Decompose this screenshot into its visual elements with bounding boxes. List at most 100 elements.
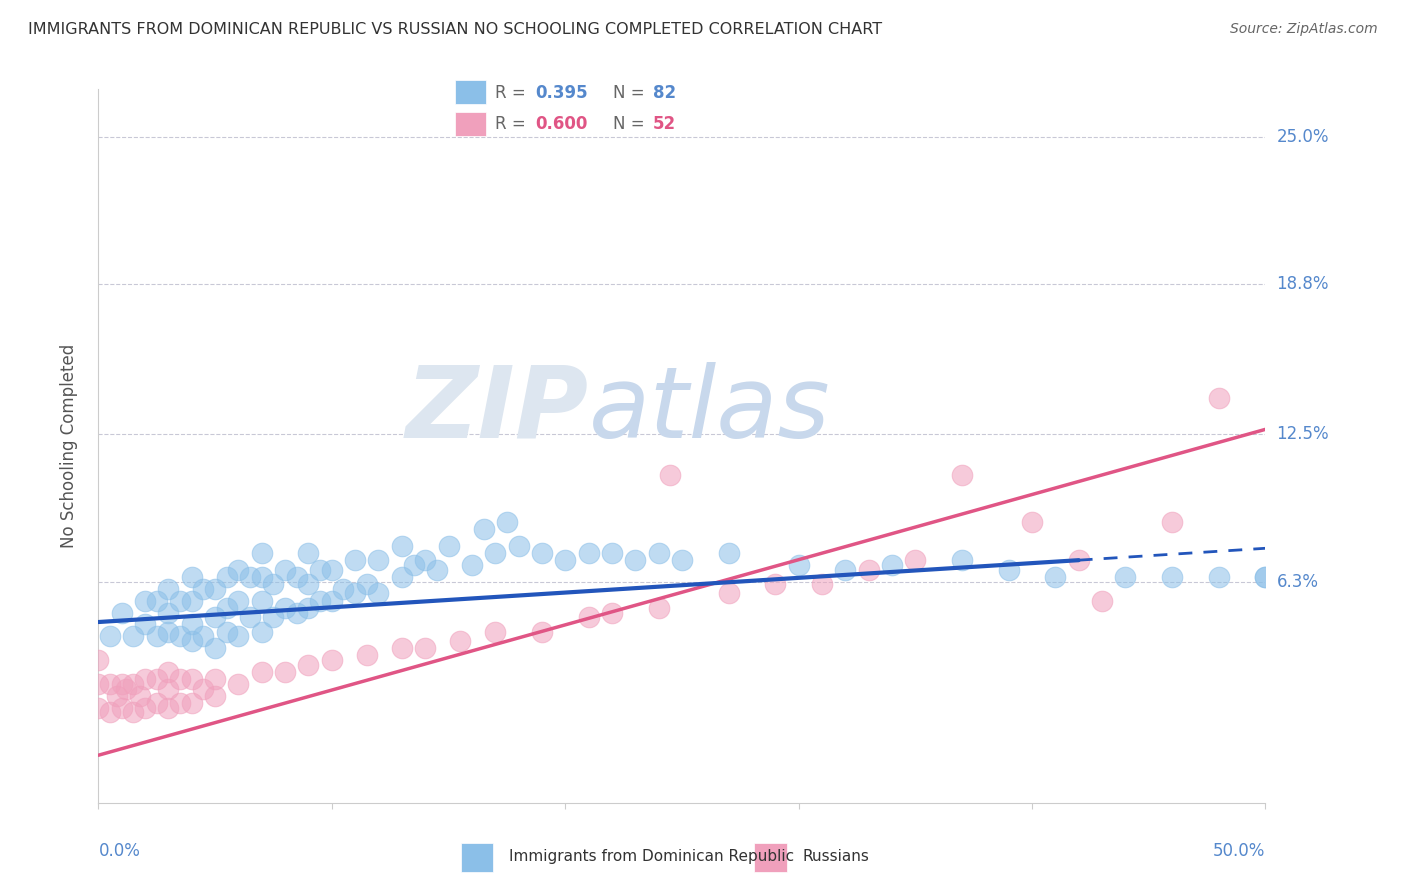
Point bbox=[262, 577, 284, 591]
Point bbox=[134, 700, 156, 714]
Point bbox=[146, 672, 169, 686]
Point bbox=[600, 606, 623, 620]
Point bbox=[1161, 515, 1184, 529]
Point bbox=[180, 617, 202, 632]
Point bbox=[157, 624, 180, 639]
Point bbox=[169, 672, 191, 686]
Point bbox=[157, 665, 180, 679]
Point bbox=[215, 624, 238, 639]
Point bbox=[274, 563, 297, 577]
Point bbox=[530, 624, 553, 639]
Point bbox=[250, 546, 273, 560]
Text: 0.395: 0.395 bbox=[536, 84, 588, 102]
Text: Source: ZipAtlas.com: Source: ZipAtlas.com bbox=[1230, 22, 1378, 37]
Point bbox=[285, 570, 308, 584]
Text: 82: 82 bbox=[654, 84, 676, 102]
Point bbox=[169, 629, 191, 643]
Point bbox=[671, 553, 693, 567]
Point bbox=[367, 586, 389, 600]
Text: 6.3%: 6.3% bbox=[1277, 573, 1319, 591]
Point bbox=[647, 600, 669, 615]
Point bbox=[1114, 570, 1136, 584]
Y-axis label: No Schooling Completed: No Schooling Completed bbox=[59, 344, 77, 548]
Point bbox=[413, 641, 436, 656]
Point bbox=[344, 586, 367, 600]
Point bbox=[309, 593, 332, 607]
Point bbox=[115, 681, 138, 696]
Point bbox=[250, 570, 273, 584]
Point bbox=[484, 624, 506, 639]
Point bbox=[1208, 570, 1230, 584]
Text: 50.0%: 50.0% bbox=[1213, 842, 1265, 860]
Point bbox=[180, 570, 202, 584]
Point bbox=[321, 593, 343, 607]
Point bbox=[239, 570, 262, 584]
Point bbox=[508, 539, 530, 553]
Point bbox=[344, 553, 367, 567]
Point bbox=[787, 558, 810, 572]
Point bbox=[647, 546, 669, 560]
Text: 12.5%: 12.5% bbox=[1277, 425, 1329, 443]
Point bbox=[834, 563, 856, 577]
Point bbox=[105, 689, 128, 703]
Point bbox=[122, 706, 145, 720]
Point bbox=[274, 600, 297, 615]
Point bbox=[1254, 570, 1277, 584]
Point bbox=[215, 570, 238, 584]
Point bbox=[193, 681, 215, 696]
Point bbox=[228, 677, 250, 691]
Point bbox=[134, 617, 156, 632]
Point bbox=[997, 563, 1019, 577]
Point bbox=[367, 553, 389, 567]
Point bbox=[950, 553, 973, 567]
Point bbox=[554, 553, 576, 567]
Point bbox=[1208, 392, 1230, 406]
Point bbox=[157, 700, 180, 714]
Point bbox=[321, 653, 343, 667]
Point bbox=[880, 558, 903, 572]
Point bbox=[484, 546, 506, 560]
Point bbox=[297, 577, 319, 591]
Point bbox=[356, 648, 378, 663]
Point bbox=[578, 546, 600, 560]
Point bbox=[461, 558, 484, 572]
Text: 18.8%: 18.8% bbox=[1277, 276, 1329, 293]
Point bbox=[763, 577, 786, 591]
Point bbox=[204, 672, 226, 686]
Point bbox=[157, 681, 180, 696]
Bar bbox=[755, 843, 786, 872]
Point bbox=[321, 563, 343, 577]
Point bbox=[146, 696, 169, 710]
Point bbox=[111, 677, 134, 691]
Point bbox=[204, 610, 226, 624]
Point bbox=[180, 593, 202, 607]
Point bbox=[391, 539, 413, 553]
Point bbox=[578, 610, 600, 624]
Point bbox=[413, 553, 436, 567]
Point bbox=[437, 539, 460, 553]
Point bbox=[624, 553, 647, 567]
Point bbox=[1021, 515, 1043, 529]
Text: N =: N = bbox=[613, 115, 650, 134]
Point bbox=[472, 522, 495, 536]
Point bbox=[391, 641, 413, 656]
Point bbox=[204, 582, 226, 596]
Point bbox=[1161, 570, 1184, 584]
Point bbox=[250, 665, 273, 679]
Text: 25.0%: 25.0% bbox=[1277, 128, 1329, 145]
Bar bbox=[456, 79, 486, 104]
Point bbox=[180, 672, 202, 686]
Point bbox=[169, 593, 191, 607]
Point bbox=[193, 629, 215, 643]
Point bbox=[904, 553, 927, 567]
Text: ZIP: ZIP bbox=[405, 362, 589, 458]
Point bbox=[111, 700, 134, 714]
Point bbox=[1067, 553, 1090, 567]
Point bbox=[129, 689, 152, 703]
Bar bbox=[461, 843, 492, 872]
Text: IMMIGRANTS FROM DOMINICAN REPUBLIC VS RUSSIAN NO SCHOOLING COMPLETED CORRELATION: IMMIGRANTS FROM DOMINICAN REPUBLIC VS RU… bbox=[28, 22, 882, 37]
Point bbox=[1045, 570, 1067, 584]
Point bbox=[134, 672, 156, 686]
Point bbox=[87, 677, 110, 691]
Point bbox=[169, 696, 191, 710]
